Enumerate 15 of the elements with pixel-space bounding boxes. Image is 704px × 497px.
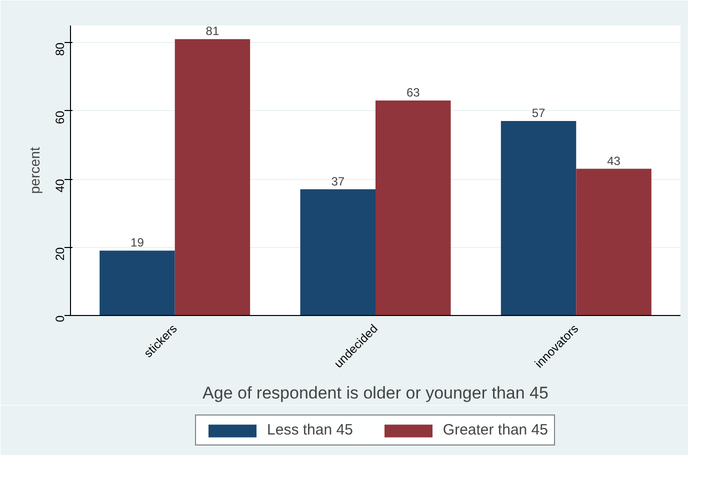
legend-label: Less than 45 — [267, 422, 353, 438]
data-label: 81 — [206, 24, 220, 38]
y-tick-label: 80 — [53, 42, 67, 56]
y-tick-label: 20 — [53, 246, 67, 261]
y-tick-label: 0 — [53, 315, 67, 322]
data-label: 57 — [532, 106, 546, 120]
data-label: 43 — [607, 154, 621, 168]
y-tick-label: 60 — [53, 110, 67, 124]
y-axis-title: percent — [26, 147, 42, 194]
data-label: 63 — [406, 86, 420, 100]
x-axis-title: Age of respondent is older or younger than 45 — [202, 384, 548, 403]
y-tick-label: 40 — [53, 178, 67, 192]
legend-label: Greater than 45 — [442, 422, 548, 438]
data-label: 37 — [331, 174, 345, 188]
data-label: 19 — [130, 236, 144, 250]
